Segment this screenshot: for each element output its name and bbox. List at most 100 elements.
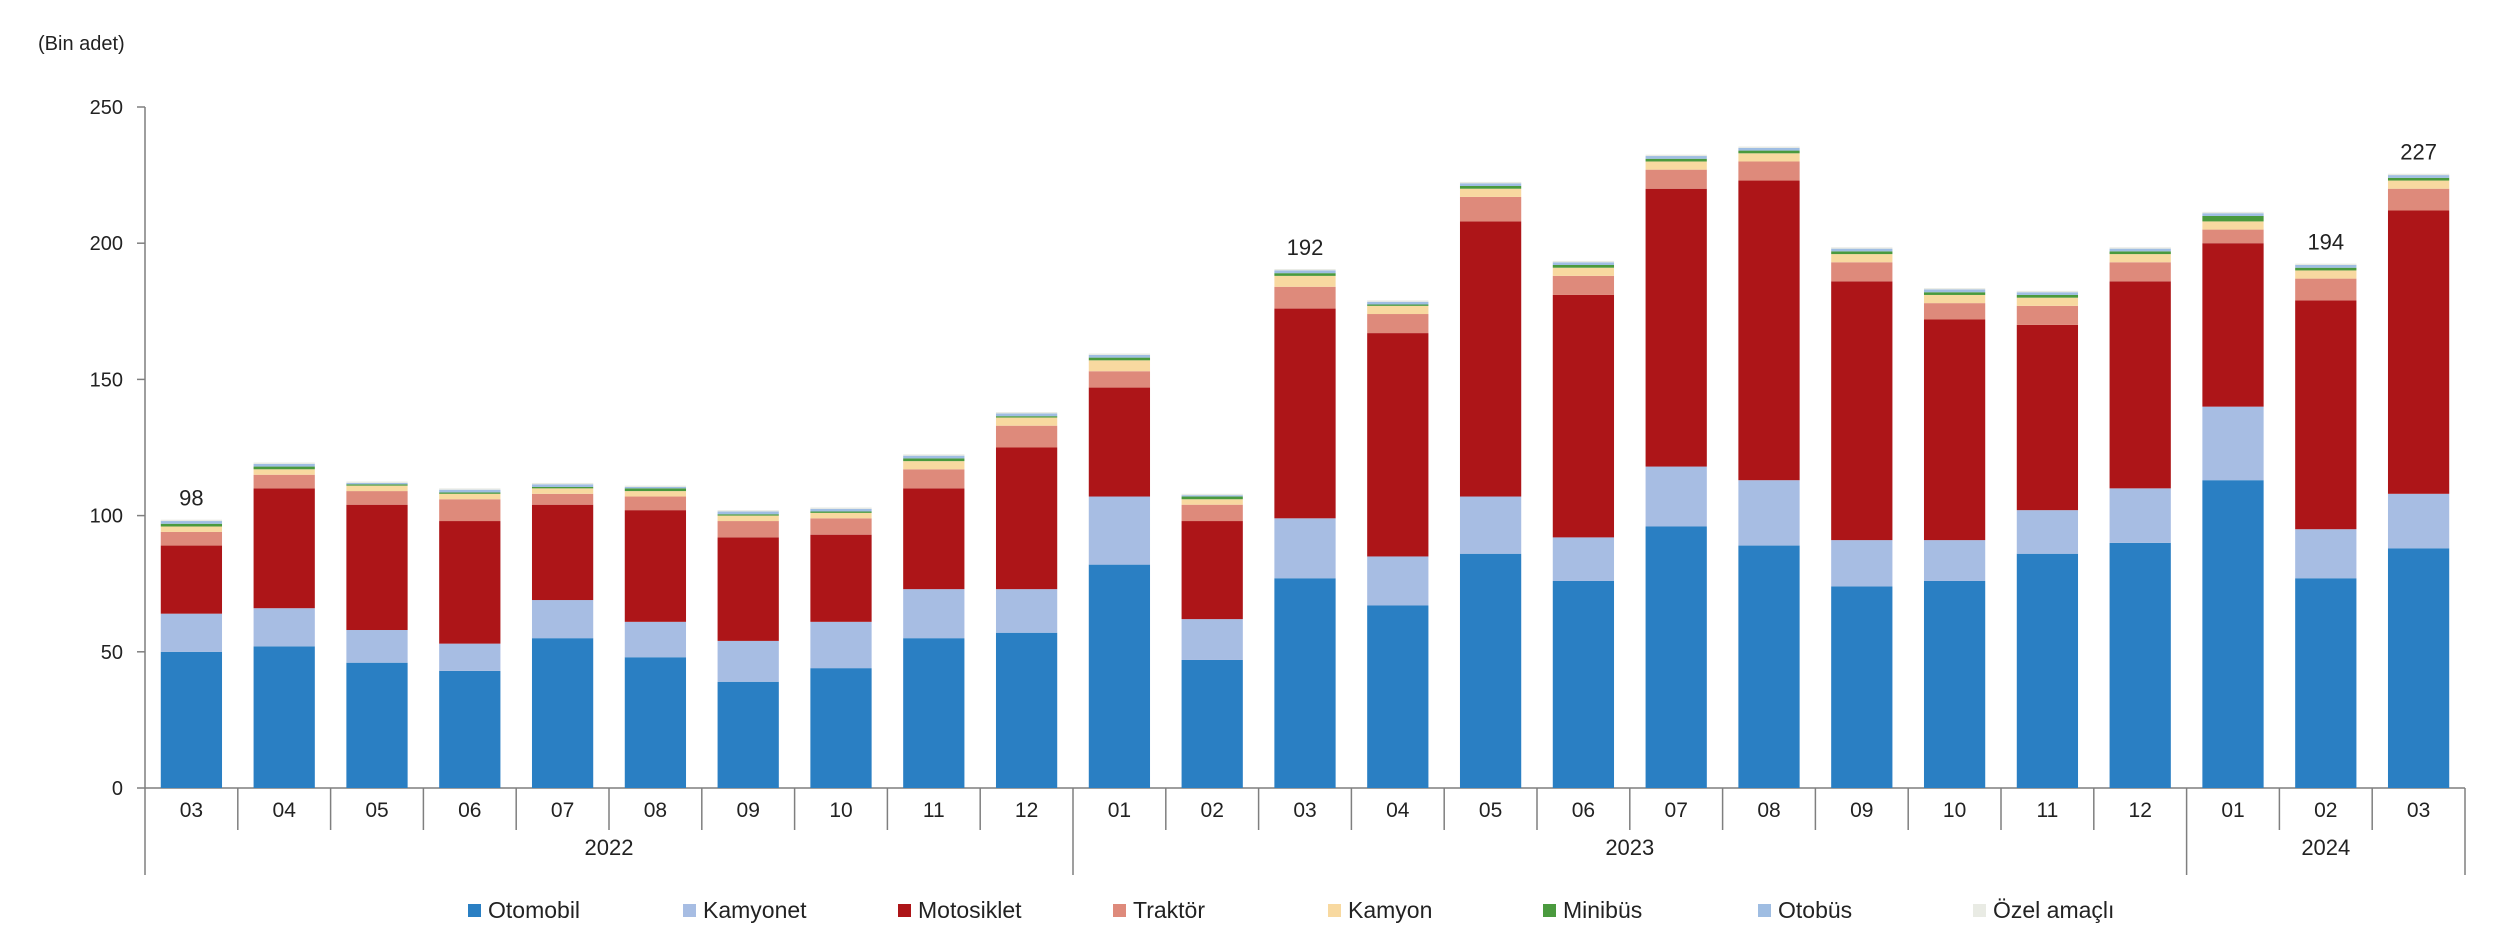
bar-segment-motosiklet	[717, 537, 779, 641]
bar-segment-minib-s	[903, 458, 965, 462]
bar-segment-otomobil	[1738, 545, 1800, 788]
bar-segment-kamyonet	[1645, 466, 1707, 527]
bar-segment-otob-s	[1088, 354, 1151, 358]
bar-segment-trakt-r	[810, 518, 872, 535]
legend-swatch	[468, 904, 481, 917]
bar-segment-motosiklet	[160, 545, 223, 614]
bar-segment-minib-s	[1552, 264, 1615, 268]
bar-segment-trakt-r	[903, 469, 965, 489]
bar-segment-minib-s	[1181, 496, 1243, 500]
bar-segment-kamyonet	[624, 621, 687, 658]
bar-segment-kamyonet	[1738, 480, 1800, 546]
year-label: 2023	[1605, 835, 1654, 860]
legend-label: Motosiklet	[918, 897, 1022, 923]
legend-label: Otobüs	[1778, 897, 1852, 923]
bar-segment-otob-s	[439, 489, 501, 493]
bar-segment-kamyon	[717, 515, 779, 522]
bar-segment-motosiklet	[253, 488, 315, 609]
bar-segment-trakt-r	[995, 425, 1058, 448]
legend-swatch	[1113, 904, 1126, 917]
bar-segment-kamyon	[1274, 275, 1336, 287]
bar-segment--zel-ama-l-	[2202, 211, 2264, 214]
bar-segment-otob-s	[1181, 495, 1243, 497]
x-tick-label: 01	[1108, 799, 1131, 822]
bar-segment-minib-s	[1738, 150, 1800, 154]
bar-segment--zel-ama-l-	[160, 519, 223, 522]
bar-segment-kamyonet	[1552, 537, 1615, 581]
bar-segment--zel-ama-l-	[1367, 300, 1429, 302]
bar-segment--zel-ama-l-	[903, 454, 965, 456]
bar-segment-motosiklet	[903, 488, 965, 590]
bar-segment-otob-s	[995, 413, 1058, 417]
bar-segment--zel-ama-l-	[995, 412, 1058, 414]
bar-segment-kamyonet	[2202, 406, 2264, 481]
bar-segment-kamyon	[253, 469, 315, 475]
x-tick-label: 07	[1665, 799, 1688, 822]
bar-segment-otob-s	[1923, 289, 1986, 293]
y-tick-label: 200	[90, 233, 123, 255]
bar-segment-kamyon	[1645, 161, 1707, 170]
bar-segment-otob-s	[624, 486, 687, 489]
x-tick-label: 02	[1201, 799, 1224, 822]
bar-segment-motosiklet	[1738, 180, 1800, 481]
bar-segment-kamyon	[1923, 294, 1986, 304]
bar-segment-kamyon	[2202, 221, 2264, 230]
total-label: 98	[179, 486, 203, 511]
bar-segment-otomobil	[1552, 580, 1615, 788]
bar-segment-otomobil	[2295, 578, 2357, 788]
bar-segment-trakt-r	[253, 474, 315, 489]
bar-segment-minib-s	[253, 466, 315, 470]
bar-segment-minib-s	[1367, 304, 1429, 306]
bar-segment-trakt-r	[1552, 275, 1615, 295]
bar-segment--zel-ama-l-	[717, 510, 779, 512]
bar-segment-motosiklet	[1923, 319, 1986, 541]
x-tick-label: 08	[644, 799, 667, 822]
bar-segment-minib-s	[1923, 292, 1986, 295]
bar-segment-otob-s	[531, 484, 594, 487]
bar-segment-otob-s	[717, 511, 779, 515]
y-tick-label: 0	[112, 778, 123, 800]
legend-swatch	[1543, 904, 1556, 917]
bar-segment-kamyon	[1738, 153, 1800, 162]
bar-segment-motosiklet	[2387, 210, 2450, 494]
bar-segment-kamyonet	[995, 589, 1058, 633]
y-tick-label: 150	[90, 369, 123, 391]
bar-segment-kamyonet	[1274, 518, 1336, 579]
unit-label: (Bin adet)	[38, 33, 125, 55]
bar-segment-otomobil	[1367, 605, 1429, 788]
bar-segment-otob-s	[1367, 301, 1429, 305]
bar-segment-trakt-r	[1645, 169, 1707, 189]
bar-segment-otomobil	[903, 638, 965, 788]
bar-segment-trakt-r	[1274, 286, 1336, 309]
bar-segment--zel-ama-l-	[531, 482, 594, 485]
bar-segment-trakt-r	[346, 491, 408, 505]
bar-segment--zel-ama-l-	[1552, 260, 1615, 263]
bar-segment-motosiklet	[2295, 300, 2357, 530]
bar-segment-kamyonet	[1923, 540, 1986, 581]
bar-segment-kamyonet	[346, 630, 408, 663]
bar-segment-motosiklet	[2202, 243, 2264, 407]
x-tick-label: 09	[1850, 799, 1873, 822]
bars	[160, 146, 2450, 788]
bar-segment-otob-s	[2109, 248, 2171, 252]
bar-segment-motosiklet	[624, 510, 687, 622]
bar-segment-otomobil	[624, 657, 687, 788]
bar-segment-otomobil	[810, 668, 872, 788]
bar-segment-kamyonet	[1459, 496, 1522, 554]
bar-segment-otob-s	[1552, 262, 1615, 265]
bar-segment-kamyonet	[717, 640, 779, 682]
bar-segment-motosiklet	[1181, 521, 1243, 620]
bar-segment-kamyonet	[2016, 510, 2079, 554]
legend-label: Traktör	[1133, 897, 1205, 923]
bar-segment-otob-s	[2016, 292, 2079, 295]
bar-segment-kamyon	[2016, 297, 2079, 306]
x-tick-label: 08	[1757, 799, 1780, 822]
bar-segment-otomobil	[2016, 553, 2079, 788]
bar-segment-motosiklet	[2109, 281, 2171, 489]
bar-segment-motosiklet	[1274, 308, 1336, 519]
bar-segment-minib-s	[1831, 251, 1893, 255]
bar-segment-kamyonet	[1367, 556, 1429, 606]
bar-segment--zel-ama-l-	[346, 481, 408, 483]
bar-segment-kamyon	[1367, 305, 1429, 315]
bar-segment-otob-s	[2202, 213, 2264, 216]
